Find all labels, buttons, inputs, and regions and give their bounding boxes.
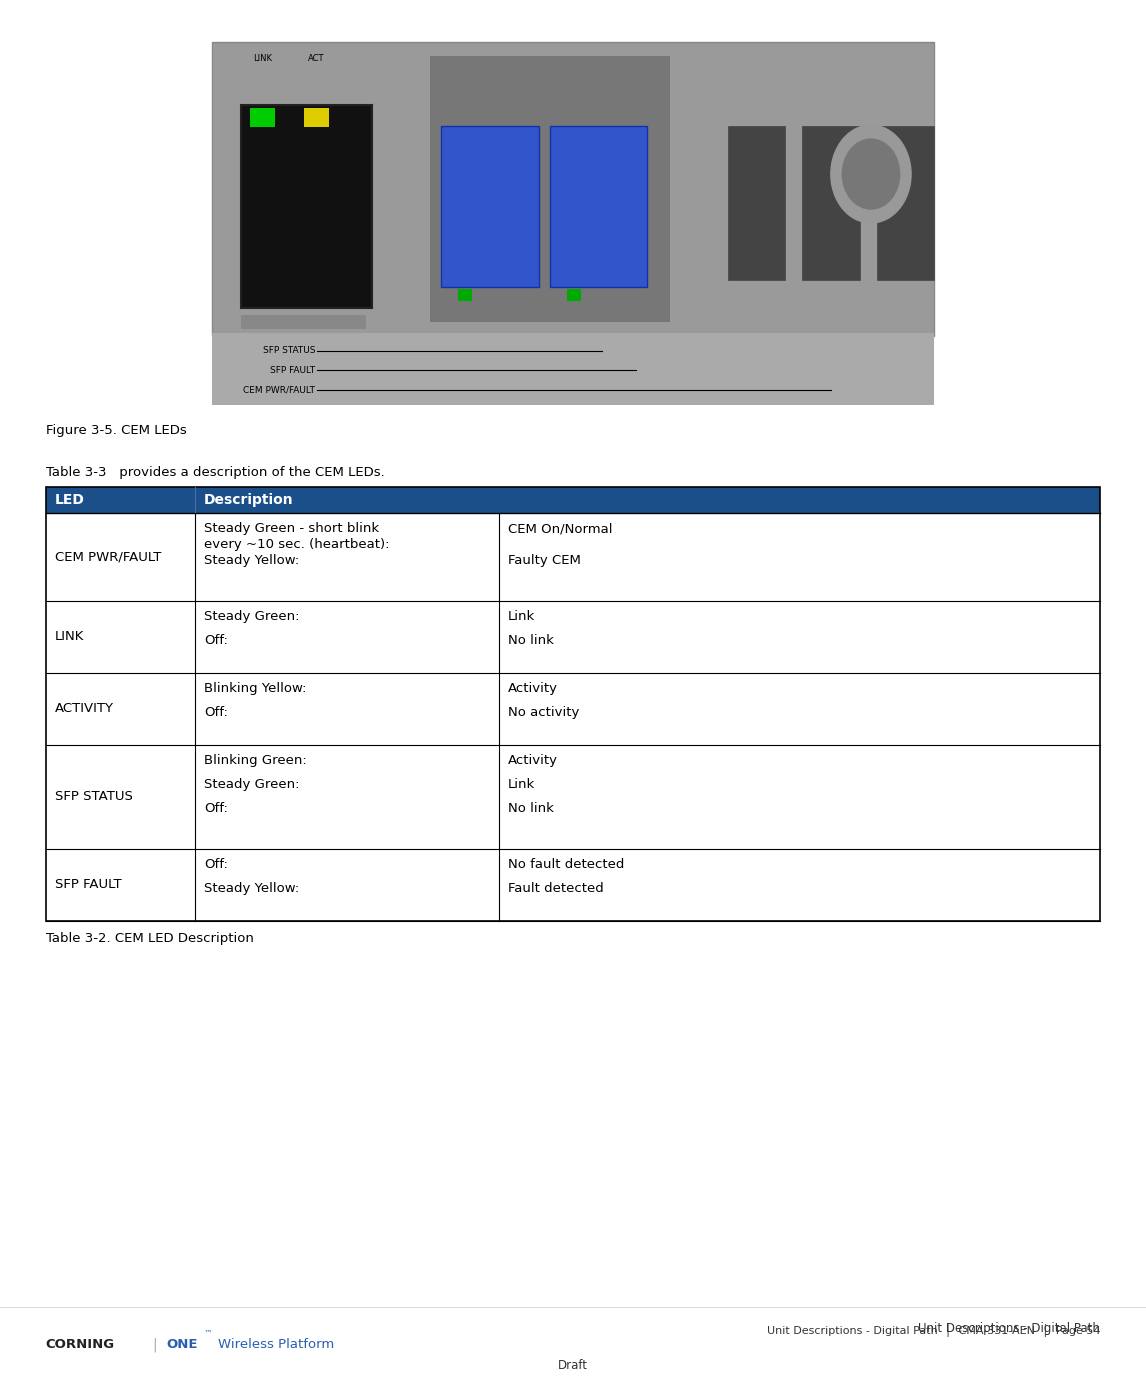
Bar <box>430 56 670 322</box>
Text: CORNING: CORNING <box>46 1338 115 1352</box>
Bar <box>550 126 647 287</box>
Text: Blinking Yellow:: Blinking Yellow: <box>204 682 306 695</box>
Text: Draft: Draft <box>558 1359 588 1373</box>
Bar <box>46 487 1100 920</box>
Text: Off:: Off: <box>204 635 228 647</box>
Text: every ~10 sec. (heartbeat):: every ~10 sec. (heartbeat): <box>204 538 390 551</box>
Text: Faulty CEM: Faulty CEM <box>508 554 581 568</box>
Text: Steady Green:: Steady Green: <box>204 610 299 624</box>
Text: No link: No link <box>508 802 554 815</box>
Text: LINK: LINK <box>253 55 272 63</box>
Text: CEM On/Normal: CEM On/Normal <box>508 521 612 535</box>
Text: CEM PWR/FAULT: CEM PWR/FAULT <box>243 386 315 394</box>
Bar <box>877 126 934 280</box>
Text: Link: Link <box>508 779 535 791</box>
Circle shape <box>831 126 911 224</box>
Text: Blinking Green:: Blinking Green: <box>204 754 307 768</box>
Text: Description: Description <box>204 492 293 506</box>
Bar <box>46 849 1100 920</box>
Text: SFP STATUS: SFP STATUS <box>55 790 133 802</box>
Text: Off:: Off: <box>204 858 228 871</box>
Text: Activity: Activity <box>508 754 558 768</box>
Text: Table 3-3   provides a description of the CEM LEDs.: Table 3-3 provides a description of the … <box>46 466 385 478</box>
Text: Steady Yellow:: Steady Yellow: <box>204 554 299 568</box>
Text: Unit Descriptions - Digital Path  │  CMA-331-AEN  │  Page 54: Unit Descriptions - Digital Path │ CMA-3… <box>767 1324 1100 1338</box>
Bar <box>241 315 366 329</box>
Text: |: | <box>152 1338 157 1352</box>
Text: Figure 3-5. CEM LEDs: Figure 3-5. CEM LEDs <box>46 424 187 436</box>
Bar <box>46 745 1100 849</box>
Bar <box>212 333 934 405</box>
Text: Steady Green:: Steady Green: <box>204 779 299 791</box>
Bar <box>46 601 1100 672</box>
Text: CEM PWR/FAULT: CEM PWR/FAULT <box>55 549 162 563</box>
Bar <box>728 126 785 280</box>
Bar <box>304 108 329 127</box>
Text: ONE: ONE <box>166 1338 197 1352</box>
Bar <box>250 108 275 127</box>
Text: Table 3-2. CEM LED Description: Table 3-2. CEM LED Description <box>46 931 253 945</box>
Bar <box>458 289 472 301</box>
Bar <box>46 672 1100 745</box>
Text: Off:: Off: <box>204 706 228 719</box>
Text: ACTIVITY: ACTIVITY <box>55 702 113 714</box>
Bar <box>241 105 372 308</box>
Bar <box>201 35 945 412</box>
Text: Wireless Platform: Wireless Platform <box>218 1338 333 1352</box>
Text: Off:: Off: <box>204 802 228 815</box>
Bar <box>46 513 1100 601</box>
Bar <box>441 126 539 287</box>
Text: No link: No link <box>508 635 554 647</box>
Text: Unit Descriptions - Digital Path: Unit Descriptions - Digital Path <box>918 1321 1100 1335</box>
Bar <box>46 487 1100 513</box>
Text: ™: ™ <box>204 1329 212 1338</box>
Text: Steady Green - short blink: Steady Green - short blink <box>204 521 379 535</box>
Text: SFP STATUS: SFP STATUS <box>262 347 315 355</box>
Text: ACT: ACT <box>308 55 324 63</box>
Text: Activity: Activity <box>508 682 558 695</box>
Bar <box>802 126 860 280</box>
Text: SFP FAULT: SFP FAULT <box>270 366 315 375</box>
Text: No fault detected: No fault detected <box>508 858 625 871</box>
Text: SFP FAULT: SFP FAULT <box>55 878 121 891</box>
Bar <box>212 42 934 336</box>
Text: LINK: LINK <box>55 630 85 643</box>
Text: No activity: No activity <box>508 706 579 719</box>
Text: Fault detected: Fault detected <box>508 882 604 895</box>
Text: Steady Yellow:: Steady Yellow: <box>204 882 299 895</box>
Text: Link: Link <box>508 610 535 624</box>
Bar <box>567 289 581 301</box>
Circle shape <box>842 140 900 210</box>
Text: LED: LED <box>55 492 85 506</box>
